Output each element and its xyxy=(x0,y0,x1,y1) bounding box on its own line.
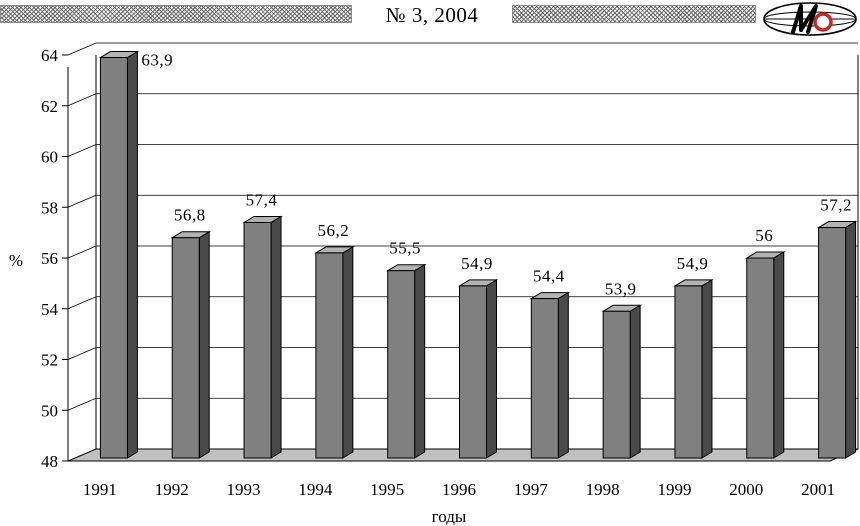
journal-logo-icon xyxy=(763,2,857,36)
y-gridline xyxy=(67,296,858,310)
bar-side xyxy=(414,263,426,459)
x-tick-label: 1998 xyxy=(586,480,620,499)
bar-side xyxy=(486,279,497,459)
bar xyxy=(459,285,487,459)
y-tick-label: 58 xyxy=(41,198,58,217)
page-header: № 3, 2004 xyxy=(0,0,860,40)
bar-value-label: 53,9 xyxy=(605,279,637,298)
bar-side xyxy=(629,304,641,459)
x-tick-label: 1991 xyxy=(83,480,117,499)
bar-side xyxy=(701,279,713,459)
bar-value-label: 56,8 xyxy=(174,206,206,225)
x-tick-label: 1993 xyxy=(227,480,261,499)
bar-value-label: 54,4 xyxy=(533,267,565,286)
x-axis-title: годы xyxy=(432,507,467,526)
bar xyxy=(243,221,272,459)
bar xyxy=(387,270,416,459)
bar-value-label: 55,5 xyxy=(389,239,421,258)
y-gridline xyxy=(67,245,858,259)
bar-side xyxy=(845,220,857,459)
bar-value-label: 54,9 xyxy=(461,254,493,273)
bar-side xyxy=(342,246,354,459)
y-gridline xyxy=(67,42,858,56)
x-tick-label: 2001 xyxy=(801,480,835,499)
x-tick-label: 1994 xyxy=(298,480,333,499)
y-tick-label: 62 xyxy=(41,97,58,116)
bar-value-label: 56 xyxy=(755,226,773,245)
bar-value-label: 57,4 xyxy=(246,190,278,209)
bar xyxy=(818,227,847,459)
bar-value-label: 57,2 xyxy=(820,196,852,215)
bar-side xyxy=(557,291,569,459)
y-tick-label: 52 xyxy=(41,351,58,370)
y-tick-label: 48 xyxy=(41,452,58,471)
y-tick-label: 50 xyxy=(41,401,58,420)
bar-chart: 48 50 52 54 56 58 60 62 64 63,9 1991 56,8 1992 57,4 19… xyxy=(9,42,859,526)
y-tick-label: 54 xyxy=(41,300,59,319)
x-tick-label: 1996 xyxy=(442,480,476,499)
x-tick-label: 2000 xyxy=(729,480,763,499)
bar xyxy=(315,252,344,459)
bar-side xyxy=(198,230,210,459)
bar xyxy=(746,257,775,459)
bar xyxy=(602,310,631,459)
issue-label: № 3, 2004 xyxy=(385,3,479,27)
x-tick-label: 1999 xyxy=(657,480,691,499)
bar-side xyxy=(773,251,785,459)
y-gridline xyxy=(67,144,858,157)
bar xyxy=(99,57,128,459)
header-hatch-band-right xyxy=(512,5,756,23)
x-tick-label: 1997 xyxy=(514,480,549,499)
bar-side xyxy=(126,50,138,459)
bar-value-label: 63,9 xyxy=(141,51,173,70)
x-tick-label: 1992 xyxy=(155,480,189,499)
bar-value-label: 56,2 xyxy=(317,221,349,240)
bar xyxy=(530,298,559,459)
x-tick-label: 1995 xyxy=(370,480,404,499)
bar xyxy=(171,237,200,459)
bar xyxy=(674,285,703,459)
y-gridline xyxy=(67,93,858,107)
y-tick-label: 56 xyxy=(41,249,58,268)
y-gridline xyxy=(67,194,858,208)
y-tick-label: 60 xyxy=(41,148,58,167)
bar-side xyxy=(270,215,282,459)
header-hatch-band-left xyxy=(0,5,352,23)
y-axis-title: % xyxy=(9,251,23,270)
bar-value-label: 54,9 xyxy=(677,254,709,273)
y-tick-label: 64 xyxy=(41,46,59,65)
